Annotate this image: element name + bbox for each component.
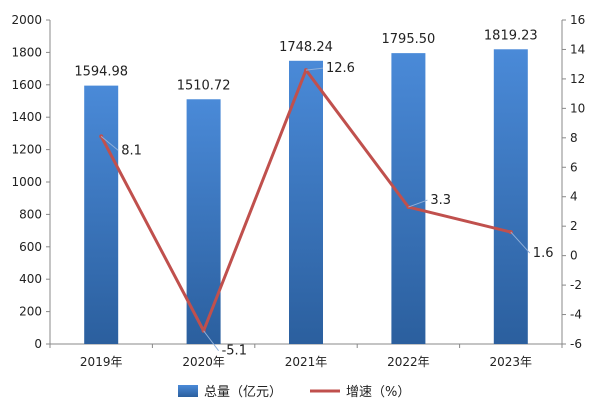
y-right-tick-label: 8	[570, 131, 578, 145]
labels-layer: 1594.98 1510.72 1748.24 1795.50 1819.23 8.1 -5…	[74, 28, 553, 358]
bar	[84, 85, 119, 344]
y-left-tick-label: 800	[19, 207, 42, 221]
leader-line	[100, 135, 119, 151]
y-right-tick-label: -2	[570, 278, 582, 292]
line-value-label: 12.6	[326, 61, 355, 76]
y-right-tick-label: 2	[570, 219, 578, 233]
y-right-tick-label: 0	[570, 249, 578, 263]
bar	[493, 49, 528, 345]
x-tick-label: 2022年	[387, 355, 430, 369]
line-value-label: 3.3	[430, 193, 451, 208]
y-right-tick-label: 6	[570, 160, 578, 174]
legend: 总量（亿元） 增速（%）	[178, 385, 410, 400]
y-left-tick-label: 1000	[11, 175, 42, 189]
bar	[289, 60, 323, 344]
bar-value-label: 1510.72	[177, 78, 231, 93]
bar-value-label: 1748.24	[279, 40, 333, 55]
bar-value-label: 1594.98	[74, 65, 128, 80]
leader-line	[305, 67, 324, 71]
legend-bar-swatch	[178, 385, 198, 397]
leader-line	[510, 231, 531, 254]
y-left-tick-label: 0	[34, 337, 42, 351]
leader-line	[203, 330, 220, 352]
line-value-label: 1.6	[533, 246, 554, 261]
x-tick-label: 2020年	[182, 355, 225, 369]
bars-layer	[84, 49, 528, 345]
x-tick-label: 2019年	[80, 355, 123, 369]
y-right-tick-label: 10	[570, 101, 585, 115]
y-right-tick-label: 16	[570, 13, 585, 27]
x-tick-label: 2023年	[490, 355, 533, 369]
x-tick-label: 2021年	[285, 355, 328, 369]
bar-value-label: 1795.50	[382, 32, 436, 47]
axes-layer: 0 200 400 600 800 1000 1200 1400 1600 1800 2000 -6 -…	[11, 13, 585, 369]
y-left-tick-label: 200	[19, 305, 42, 319]
y-right-tick-label: 12	[570, 72, 585, 86]
leader-line	[408, 199, 428, 208]
y-right-tick-label: 14	[570, 42, 585, 56]
bar	[391, 53, 426, 345]
legend-bar-label: 总量（亿元）	[204, 385, 282, 400]
bar-value-label: 1819.23	[484, 28, 538, 43]
y-right-tick-label: 4	[570, 190, 578, 204]
y-left-tick-label: 1800	[11, 45, 42, 59]
legend-line-label: 增速（%）	[346, 385, 410, 400]
line-value-label: 8.1	[121, 143, 142, 158]
y-left-tick-label: 1600	[11, 78, 42, 92]
y-right-tick-label: -4	[570, 308, 582, 322]
y-left-tick-label: 2000	[11, 13, 42, 27]
y-left-tick-label: 600	[19, 240, 42, 254]
y-left-tick-label: 1200	[11, 143, 42, 157]
y-left-tick-label: 400	[19, 272, 42, 286]
line-value-label: -5.1	[222, 344, 247, 359]
y-left-tick-label: 1400	[11, 110, 42, 124]
y-right-tick-label: -6	[570, 337, 582, 351]
